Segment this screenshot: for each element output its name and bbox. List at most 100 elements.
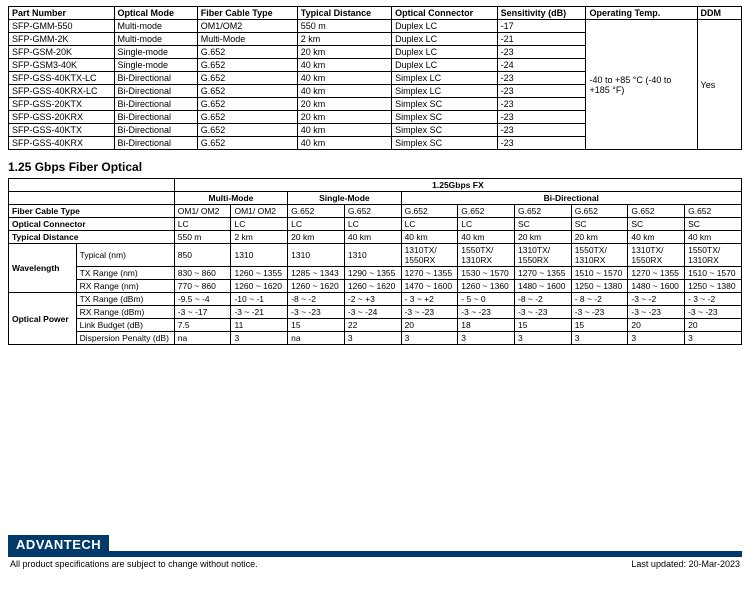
cell: 1550TX/ 1310RX xyxy=(685,244,742,267)
page-footer: ADVANTECH All product specifications are… xyxy=(0,551,750,591)
row-label-wavelength: Wavelength xyxy=(9,244,77,293)
cell: G.652 xyxy=(197,98,297,111)
cell: G.652 xyxy=(514,205,571,218)
table-row: SFP-GMM-550Multi-modeOM1/OM2550 mDuplex … xyxy=(9,20,742,33)
mode-bidir: Bi-Directional xyxy=(401,192,741,205)
table-header-row: Part Number Optical Mode Fiber Cable Typ… xyxy=(9,7,742,20)
cell: 15 xyxy=(571,319,628,332)
cell: 40 km xyxy=(297,85,391,98)
cell: 18 xyxy=(458,319,515,332)
cell: 550 m xyxy=(174,231,231,244)
cell: -23 xyxy=(497,98,586,111)
cell: 1510 ~ 1570 xyxy=(571,267,628,280)
cell: G.652 xyxy=(197,59,297,72)
cell: -8 ~ -2 xyxy=(514,293,571,306)
cell: LC xyxy=(401,218,458,231)
super-header: 1.25Gbps FX xyxy=(174,179,741,192)
cell: -3 ~ -23 xyxy=(628,306,685,319)
table-row: RX Range (nm) 770 ~ 860 1260 ~ 1620 1260… xyxy=(9,280,742,293)
table-row: Typical Distance 550 m 2 km 20 km 40 km … xyxy=(9,231,742,244)
cell: SFP-GSM3-40K xyxy=(9,59,115,72)
cell: -3 ~ -17 xyxy=(174,306,231,319)
col-fiber-cable-type: Fiber Cable Type xyxy=(197,7,297,20)
cell: Bi-Directional xyxy=(114,72,197,85)
cell: Bi-Directional xyxy=(114,85,197,98)
cell: 40 km xyxy=(297,137,391,150)
col-typical-distance: Typical Distance xyxy=(297,7,391,20)
table-row: Dispersion Penalty (dB) na 3 na 3 3 3 3 … xyxy=(9,332,742,345)
cell: 22 xyxy=(344,319,401,332)
cell: -23 xyxy=(497,85,586,98)
cell: 7.5 xyxy=(174,319,231,332)
cell: 1290 ~ 1355 xyxy=(344,267,401,280)
cell: G.652 xyxy=(401,205,458,218)
cell: LC xyxy=(288,218,345,231)
col-optical-mode: Optical Mode xyxy=(114,7,197,20)
cell: na xyxy=(288,332,345,345)
cell: G.652 xyxy=(685,205,742,218)
cell: -21 xyxy=(497,33,586,46)
cell: LC xyxy=(344,218,401,231)
cell: 3 xyxy=(344,332,401,345)
footer-updated: Last updated: 20-Mar-2023 xyxy=(631,559,740,569)
cell: 3 xyxy=(514,332,571,345)
cell: 40 km xyxy=(344,231,401,244)
cell: 1285 ~ 1343 xyxy=(288,267,345,280)
cell: G.652 xyxy=(197,137,297,150)
cell: 3 xyxy=(458,332,515,345)
cell: -17 xyxy=(497,20,586,33)
cell: Duplex LC xyxy=(392,46,498,59)
cell: 3 xyxy=(628,332,685,345)
cell: Duplex LC xyxy=(392,20,498,33)
cell: 1270 ~ 1355 xyxy=(514,267,571,280)
cell: Simplex LC xyxy=(392,72,498,85)
sub-label: TX Range (nm) xyxy=(76,267,174,280)
cell: OM1/ OM2 xyxy=(231,205,288,218)
cell: na xyxy=(174,332,231,345)
cell: 830 ~ 860 xyxy=(174,267,231,280)
cell: 1510 ~ 1570 xyxy=(685,267,742,280)
cell: 1250 ~ 1380 xyxy=(685,280,742,293)
empty-header xyxy=(9,179,175,192)
cell: Multi-mode xyxy=(114,33,197,46)
table-row: Optical Connector LC LC LC LC LC LC SC S… xyxy=(9,218,742,231)
cell: 2 km xyxy=(297,33,391,46)
sub-label: Link Budget (dB) xyxy=(76,319,174,332)
cell: SFP-GSS-20KRX xyxy=(9,111,115,124)
cell: 40 km xyxy=(297,72,391,85)
cell: 1550TX/ 1310RX xyxy=(458,244,515,267)
table-row: Multi-Mode Single-Mode Bi-Directional xyxy=(9,192,742,205)
cell: 1530 ~ 1570 xyxy=(458,267,515,280)
cell: SFP-GMM-550 xyxy=(9,20,115,33)
cell: 2 km xyxy=(231,231,288,244)
cell: -23 xyxy=(497,124,586,137)
cell: SFP-GSM-20K xyxy=(9,46,115,59)
cell: OM1/ OM2 xyxy=(174,205,231,218)
brand-logo: ADVANTECH xyxy=(8,535,109,554)
row-label-distance: Typical Distance xyxy=(9,231,175,244)
cell: Bi-Directional xyxy=(114,124,197,137)
cell: Bi-Directional xyxy=(114,111,197,124)
sub-label: Dispersion Penalty (dB) xyxy=(76,332,174,345)
cell: -3 ~ -23 xyxy=(288,306,345,319)
cell: 20 km xyxy=(297,111,391,124)
cell: Multi-mode xyxy=(114,20,197,33)
table-row: RX Range (dBm) -3 ~ -17 -3 ~ -21 -3 ~ -2… xyxy=(9,306,742,319)
cell: -3 ~ -23 xyxy=(514,306,571,319)
col-operating-temp: Operating Temp. xyxy=(586,7,697,20)
cell: SC xyxy=(571,218,628,231)
cell: Bi-Directional xyxy=(114,137,197,150)
cell: 15 xyxy=(288,319,345,332)
col-sensitivity: Sensitivity (dB) xyxy=(497,7,586,20)
cell: 3 xyxy=(231,332,288,345)
cell: G.652 xyxy=(571,205,628,218)
cell: 40 km xyxy=(458,231,515,244)
row-label-connector: Optical Connector xyxy=(9,218,175,231)
cell: 3 xyxy=(401,332,458,345)
cell: LC xyxy=(174,218,231,231)
cell: 1260 ~ 1620 xyxy=(231,280,288,293)
cell: G.652 xyxy=(197,46,297,59)
col-part-number: Part Number xyxy=(9,7,115,20)
cell: SFP-GMM-2K xyxy=(9,33,115,46)
cell: 1310 xyxy=(231,244,288,267)
